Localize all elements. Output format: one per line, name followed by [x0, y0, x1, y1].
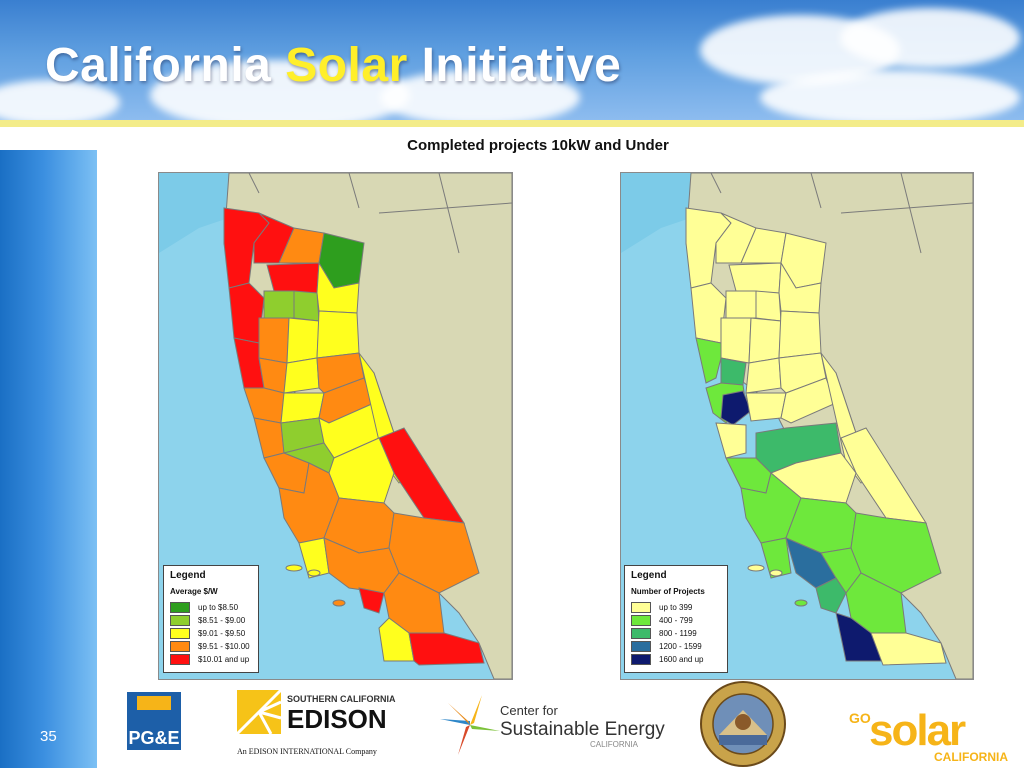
legend-project-count: Legend Number of Projects up to 399 400 … [624, 565, 728, 673]
cse-logo: Center for Sustainable Energy CALIFORNIA [440, 695, 670, 755]
legend-label: $9.01 - $9.50 [198, 629, 246, 638]
svg-text:Sustainable Energy: Sustainable Energy [500, 719, 665, 740]
cloud-decoration [760, 70, 1020, 120]
legend-label: up to $8.50 [198, 603, 239, 612]
legend-swatch [170, 654, 190, 665]
map-project-count: Legend Number of Projects up to 399 400 … [620, 172, 974, 680]
legend-swatch [631, 602, 651, 613]
cloud-decoration [380, 70, 580, 120]
legend-swatch [170, 615, 190, 626]
partner-logos: PG&E SOUTHERN CALIFORNIA EDISON An EDISO… [97, 680, 1024, 768]
legend-swatch [170, 641, 190, 652]
header-stripe [0, 120, 1024, 127]
svg-text:CALIFORNIA: CALIFORNIA [590, 740, 639, 749]
cloud-decoration [150, 60, 410, 120]
cloud-decoration [0, 80, 120, 120]
legend-title: Legend [631, 570, 667, 581]
slide-number: 35 [40, 728, 57, 745]
header-banner: California Solar Initiative [0, 0, 1024, 120]
legend-label: $10.01 and up [198, 655, 250, 664]
page-title: California Solar Initiative [45, 39, 622, 92]
legend-subtitle: Average $/W [170, 587, 218, 596]
sidebar-bar [0, 150, 97, 768]
legend-item: 400 - 799 [631, 614, 721, 627]
pge-logo: PG&E [127, 692, 181, 750]
legend-average-price: Legend Average $/W up to $8.50 $8.51 - $… [163, 565, 259, 673]
cloud-decoration [840, 8, 1020, 68]
sce-logo: SOUTHERN CALIFORNIA EDISON An EDISON INT… [235, 688, 400, 760]
legend-label: up to 399 [659, 603, 693, 612]
legend-subtitle: Number of Projects [631, 587, 705, 596]
slide-subtitle: Completed projects 10kW and Under [407, 137, 669, 154]
legend-swatch [631, 654, 651, 665]
legend-label: $8.51 - $9.00 [198, 616, 246, 625]
legend-swatch [631, 628, 651, 639]
svg-text:solar: solar [869, 706, 966, 755]
legend-label: 400 - 799 [659, 616, 693, 625]
legend-label: 800 - 1199 [659, 629, 697, 638]
legend-item: 800 - 1199 [631, 627, 721, 640]
legend-label: 1600 and up [659, 655, 704, 664]
legend-swatch [631, 641, 651, 652]
legend-item: 1200 - 1599 [631, 640, 721, 653]
svg-text:Center for: Center for [500, 703, 558, 718]
legend-item: up to $8.50 [170, 601, 252, 614]
legend-swatch [170, 628, 190, 639]
svg-text:PG&E: PG&E [128, 728, 179, 748]
svg-text:GO: GO [849, 710, 871, 726]
legend-label: $9.51 - $10.00 [198, 642, 250, 651]
gosolar-logo: GO solar CALIFORNIA [849, 685, 1009, 765]
map-project-count-svg [621, 173, 973, 679]
svg-text:EDISON: EDISON [287, 704, 387, 734]
legend-swatch [170, 602, 190, 613]
map-average-price: Legend Average $/W up to $8.50 $8.51 - $… [158, 172, 513, 680]
svg-text:An EDISON INTERNATIONAL Compan: An EDISON INTERNATIONAL Company [237, 747, 377, 756]
legend-item: $9.51 - $10.00 [170, 640, 252, 653]
legend-swatch [631, 615, 651, 626]
legend-title: Legend [170, 570, 206, 581]
svg-text:CALIFORNIA: CALIFORNIA [934, 750, 1008, 764]
puc-seal-logo [699, 680, 787, 768]
legend-item: $8.51 - $9.00 [170, 614, 252, 627]
legend-item: $9.01 - $9.50 [170, 627, 252, 640]
legend-item: $10.01 and up [170, 653, 252, 666]
legend-item: up to 399 [631, 601, 721, 614]
svg-text:SOUTHERN CALIFORNIA: SOUTHERN CALIFORNIA [287, 694, 396, 704]
legend-item: 1600 and up [631, 653, 721, 666]
legend-label: 1200 - 1599 [659, 642, 702, 651]
